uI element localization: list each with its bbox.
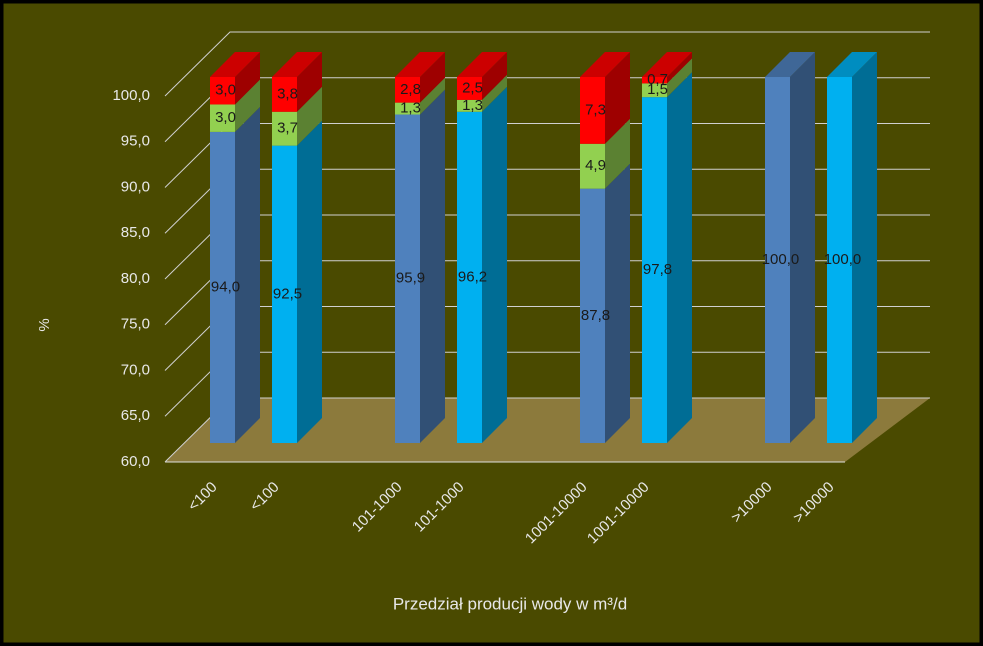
- y-tick-label: 80,0: [121, 270, 150, 287]
- y-tick-label: 85,0: [121, 224, 150, 241]
- bar-top: [210, 52, 260, 77]
- bar-segment: [642, 77, 667, 84]
- bar-side: [297, 86, 322, 146]
- bar-side: [667, 52, 692, 84]
- value-label: 1,3: [400, 100, 421, 117]
- value-label: 3,8: [277, 85, 298, 102]
- bar-segment: [580, 143, 605, 189]
- y-tick-label: 75,0: [121, 316, 150, 333]
- bar-side: [482, 74, 507, 112]
- bar-side: [420, 77, 445, 115]
- bar-segment: [580, 77, 605, 144]
- bar-segment: [210, 77, 235, 105]
- y-tick-label: 100,0: [112, 87, 150, 104]
- bar-top: [765, 52, 815, 77]
- y-tick-label: 70,0: [121, 361, 150, 378]
- bar-side: [420, 89, 445, 443]
- y-tick-label: 95,0: [121, 133, 150, 150]
- value-label: 2,8: [400, 81, 421, 98]
- value-label: 96,2: [458, 268, 487, 285]
- bar-segment: [210, 131, 235, 443]
- bar-segment: [642, 83, 667, 98]
- value-label: 97,8: [643, 261, 672, 278]
- value-label: 2,5: [462, 79, 483, 96]
- bar-segment: [827, 77, 852, 443]
- x-axis-title: Przedział producji wody w m³/d: [393, 594, 627, 613]
- value-label: 7,3: [585, 101, 606, 118]
- grid-line: [164, 31, 930, 97]
- bar-segment: [395, 77, 420, 103]
- value-label: 3,0: [215, 82, 236, 99]
- bar-side: [235, 52, 260, 105]
- bar-side: [297, 52, 322, 112]
- bar-side: [482, 86, 507, 444]
- bar-segment: [642, 97, 667, 443]
- bar-side: [605, 52, 630, 144]
- bar-side: [667, 58, 692, 98]
- bar-top: [457, 52, 507, 77]
- value-label: 3,0: [215, 109, 236, 126]
- y-tick-label: 60,0: [121, 453, 150, 470]
- bar-side: [605, 118, 630, 189]
- bar-top: [580, 52, 630, 77]
- bar-top: [272, 52, 322, 77]
- bar-segment: [580, 188, 605, 443]
- bar-side: [852, 52, 877, 443]
- bar-side: [482, 52, 507, 100]
- bar-segment: [457, 99, 482, 112]
- bar-segment: [395, 114, 420, 443]
- bar-side: [297, 120, 322, 443]
- y-axis-title: %: [36, 318, 53, 331]
- bar-side: [235, 79, 260, 132]
- bar-segment: [272, 145, 297, 443]
- y-tick-label: 90,0: [121, 178, 150, 195]
- value-label: 100,0: [824, 251, 862, 268]
- value-label: 94,0: [211, 278, 240, 295]
- bar-segment: [210, 104, 235, 132]
- bar-top: [642, 52, 692, 77]
- value-label: 3,7: [277, 120, 298, 137]
- bar-segment: [272, 77, 297, 112]
- value-label: 87,8: [581, 307, 610, 324]
- y-tick-label: 65,0: [121, 407, 150, 424]
- bar-side: [605, 163, 630, 443]
- bar-segment: [457, 111, 482, 444]
- value-label: 1,5: [647, 81, 668, 98]
- value-label: 100,0: [762, 251, 800, 268]
- value-label: 0,7: [647, 71, 668, 88]
- value-label: 4,9: [585, 157, 606, 174]
- bar-top: [395, 52, 445, 77]
- bar-segment: [272, 111, 297, 146]
- bar-side: [790, 52, 815, 443]
- value-label: 1,3: [462, 97, 483, 114]
- bar-segment: [395, 102, 420, 115]
- bar-segment: [765, 77, 790, 443]
- floor: [165, 398, 930, 462]
- value-label: 92,5: [273, 285, 302, 302]
- bar-side: [667, 72, 692, 443]
- bar-side: [235, 106, 260, 444]
- value-label: 95,9: [396, 270, 425, 287]
- bar-side: [420, 52, 445, 103]
- bar-top: [827, 52, 877, 77]
- bar-segment: [457, 77, 482, 100]
